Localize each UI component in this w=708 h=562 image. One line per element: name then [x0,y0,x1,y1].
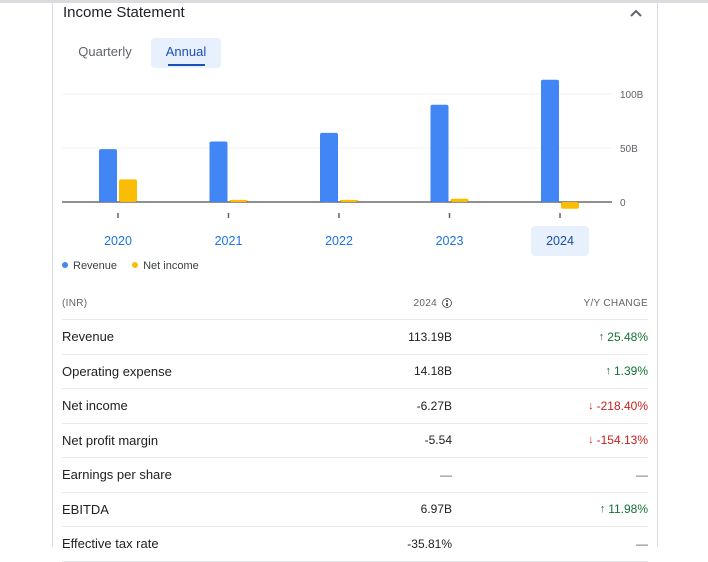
table-row: Effective tax rate -35.81% — [62,527,648,562]
row-change: ↑ 25.48% [599,320,648,354]
legend-item-net-income: Net income [132,260,199,272]
header-currency: (INR) [62,297,88,309]
financials-table: (INR) 2024 Y/Y CHANGE Revenue 113.19B ↑ 25.… [62,287,648,562]
table-row: Earnings per share — — [62,458,648,493]
row-label: Earnings per share [62,467,172,483]
arrow-down-icon: ↓ [588,399,594,412]
net-income-bar [229,199,248,202]
revenue-bar [541,79,559,202]
table-body: Revenue 113.19B ↑ 25.48% Operating expense 14… [62,320,648,562]
income-statement-card [52,0,658,547]
row-value: -5.54 [424,433,452,448]
row-value: -35.81% [407,536,452,551]
row-change: ↓ -154.13% [588,424,648,458]
tab-selected-indicator [168,64,205,66]
chevron-up-icon[interactable] [626,4,646,22]
revenue-bar [209,141,228,202]
table-header: (INR) 2024 Y/Y CHANGE [62,287,648,320]
legend-net-income-label: Net income [143,260,199,272]
arrow-up-icon: ↑ [598,330,605,343]
row-value: 113.19B [408,329,452,344]
tab-quarterly[interactable]: Quarterly [78,44,132,59]
row-label: Operating expense [62,363,172,379]
row-change: ↑ 11.98% [600,493,648,527]
y-tick-label: 50B [620,144,638,155]
table-row: Revenue 113.19B ↑ 25.48% [62,320,648,355]
revenue-bar [320,132,338,202]
net-income-bar [450,198,469,202]
row-value: — [440,467,452,482]
revenue-bar [430,104,449,202]
revenue-bar [99,149,117,202]
info-icon[interactable] [442,298,452,308]
row-change-value: 11.98% [608,502,648,517]
chart-legend: Revenue Net income [62,260,211,272]
table-row: Net income -6.27B ↓ -218.40% [62,389,648,424]
table-row: Operating expense 14.18B ↑ 1.39% [62,355,648,389]
year-button[interactable]: 2024 [531,226,589,256]
card-title: Income Statement [63,4,185,21]
row-label: Net income [62,398,128,414]
table-row: EBITDA 6.97B ↑ 11.98% [62,493,648,527]
row-label: EBITDA [62,501,109,517]
year-button[interactable]: 2022 [325,234,353,248]
tab-annual-label: Annual [165,44,207,59]
row-value: 6.97B [420,502,452,517]
legend-net-income-dot [132,262,139,268]
year-button[interactable]: 2020 [104,234,132,248]
row-change: ↑ 1.39% [605,355,648,389]
row-change-value: — [636,467,648,482]
row-change: — [636,458,648,492]
arrow-down-icon: ↓ [588,434,594,447]
arrow-up-icon: ↑ [605,365,611,378]
row-change-value: 25.48% [607,329,648,344]
row-change-value: 1.39% [613,364,648,379]
net-income-bar [119,179,137,202]
page-top-border [0,0,708,3]
row-change-value: -218.40% [596,398,648,413]
row-value: 14.18B [413,364,452,379]
row-label: Net profit margin [62,432,159,448]
year-button[interactable]: 2023 [435,234,464,248]
year-button[interactable]: 2021 [214,234,243,248]
header-year-label: 2024 [413,297,437,309]
legend-revenue-dot [62,262,68,268]
y-tick-label: 0 [620,198,626,209]
table-row: Net profit margin -5.54 ↓ -154.13% [62,424,648,458]
header-change: Y/Y CHANGE [583,297,648,309]
y-tick-label: 100B [620,90,644,101]
row-change: ↓ -218.40% [588,389,648,423]
row-label: Effective tax rate [62,536,159,552]
legend-item-revenue: Revenue [62,260,117,272]
revenue-chart: 100B 50B 0 [62,79,644,218]
row-change-value: — [636,536,648,551]
legend-revenue-label: Revenue [73,260,118,272]
header-year: 2024 [414,287,452,319]
row-value: -6.27B [416,398,452,413]
row-change: — [636,527,648,561]
row-change-value: -154.13% [596,433,648,448]
tab-annual[interactable]: Annual [151,38,221,68]
row-label: Revenue [62,329,115,345]
net-income-bar [340,199,358,202]
net-income-bar [561,202,579,209]
arrow-up-icon: ↑ [599,503,606,516]
